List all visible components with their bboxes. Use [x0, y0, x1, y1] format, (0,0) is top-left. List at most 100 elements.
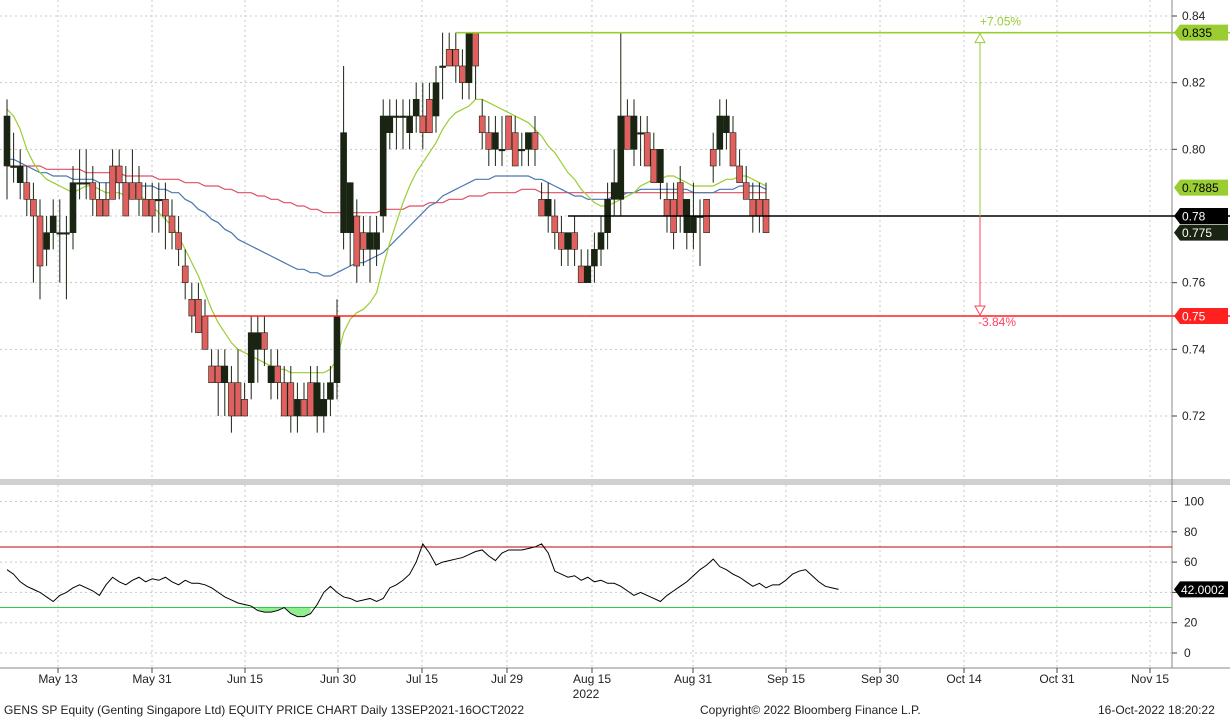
candle-body [650, 149, 658, 183]
candle-body [30, 199, 37, 217]
candle-body [617, 115, 625, 200]
candle-body [432, 82, 440, 117]
x-tick-label: Nov 15 [1131, 672, 1169, 686]
x-tick-label: Aug 31 [674, 672, 712, 686]
candle-body [472, 32, 479, 67]
candle-body [690, 215, 697, 233]
candle-body [96, 199, 103, 217]
candle-body [23, 182, 31, 200]
candle-body [214, 365, 222, 383]
candle-body [399, 115, 407, 118]
candle-body [201, 315, 209, 350]
x-year-label: 2022 [573, 687, 600, 701]
x-tick-label: May 13 [38, 672, 78, 686]
candle-body [445, 49, 453, 67]
candle-body [591, 249, 598, 267]
candle-body [663, 199, 671, 217]
candle-body [241, 399, 248, 417]
rsi-tick-label: 100 [1184, 495, 1204, 509]
candle-body [346, 182, 354, 233]
candle-body [525, 132, 532, 150]
candle-body [148, 199, 156, 217]
candle-body [181, 265, 189, 283]
candle-body [122, 182, 130, 217]
rsi-tick-label: 0 [1184, 646, 1191, 660]
candle-body [280, 382, 288, 417]
candle-body [531, 132, 539, 150]
candle-body [564, 232, 572, 250]
candle-body [736, 165, 743, 183]
candle-body [221, 365, 229, 383]
x-tick-label: Jun 15 [227, 672, 263, 686]
candle-body [320, 399, 328, 417]
candle-body [643, 132, 651, 167]
candle-body [716, 115, 724, 150]
price-tick-label: 0.74 [1182, 342, 1206, 356]
rsi-tick-label: 20 [1184, 616, 1198, 630]
candle-body [188, 299, 196, 317]
loss-annotation: -3.84% [978, 315, 1016, 329]
price-panel [0, 0, 1172, 479]
candle-body [274, 365, 281, 383]
price-tag-label: 0.78 [1182, 210, 1206, 224]
candle-body [109, 165, 116, 200]
price-tag-label: 0.835 [1182, 26, 1212, 40]
gain-arrow-head [974, 32, 986, 44]
candle-body [505, 115, 512, 150]
candle-body [360, 232, 367, 250]
x-tick-label: Jun 30 [320, 672, 356, 686]
candle-body [637, 132, 644, 135]
candle-body [195, 299, 202, 333]
price-tick-label: 0.76 [1182, 276, 1206, 290]
x-tick-label: Oct 31 [1039, 672, 1075, 686]
candle-body [465, 32, 473, 83]
candle-body [518, 149, 526, 152]
candle-body [247, 332, 255, 383]
candle-body [584, 265, 592, 283]
candle-body [630, 115, 638, 150]
candle-body [353, 215, 361, 267]
candle-body [69, 182, 77, 233]
candle-body [366, 232, 374, 250]
candle-body [551, 215, 559, 233]
candle-body [538, 199, 545, 217]
rsi-tick-label: 80 [1184, 525, 1198, 539]
candle-body [459, 65, 466, 83]
candle-body [478, 115, 486, 133]
candle-body [254, 332, 262, 350]
price-tick-label: 0.82 [1182, 76, 1206, 90]
price-chart[interactable]: 0.720.740.760.780.800.820.84020406080100… [0, 0, 1230, 703]
price-tag-label: 0.75 [1182, 310, 1206, 324]
candle-body [723, 115, 730, 133]
candle-body [155, 199, 163, 202]
candle-body [129, 182, 136, 200]
price-tag [1174, 24, 1228, 41]
candle-body [168, 215, 176, 233]
candle-body [406, 115, 413, 133]
candle-body [386, 115, 394, 133]
candle-body [333, 315, 341, 383]
candle-body [452, 49, 460, 67]
candle-body [36, 215, 44, 267]
candle-body [162, 199, 169, 217]
candle-body [208, 365, 215, 383]
candle-body [327, 382, 334, 400]
candle-body [393, 115, 400, 118]
candle-body [267, 365, 275, 383]
candle-body [142, 199, 149, 217]
x-tick-label: Sep 15 [767, 672, 805, 686]
rsi-tag-label: 42.0002 [1181, 583, 1225, 597]
rsi-tag [1174, 581, 1228, 598]
footer-timestamp: 16-Oct-2022 18:20:22 [1098, 703, 1215, 717]
price-tag [1174, 308, 1228, 324]
candle-body [287, 382, 295, 417]
candle-body [76, 182, 83, 185]
candle-body [234, 382, 242, 417]
candle-body [657, 149, 664, 183]
loss-arrow-head [974, 305, 986, 317]
candle-body [16, 165, 24, 183]
gain-annotation: +7.05% [980, 15, 1021, 29]
candle-body [135, 182, 143, 200]
candle-body [43, 232, 50, 250]
x-tick-label: Jul 29 [491, 672, 523, 686]
